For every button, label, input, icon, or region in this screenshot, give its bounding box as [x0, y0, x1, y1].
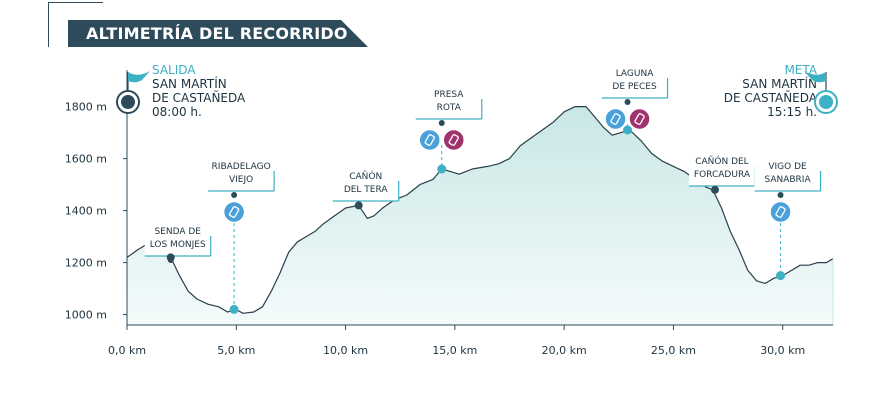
x-tick-label: 5,0 km	[217, 344, 255, 357]
y-tick-label: 1000 m	[65, 309, 107, 322]
finish-flag-icon	[804, 71, 838, 114]
waypoint-marker	[437, 164, 447, 174]
x-tick-label: 20,0 km	[542, 344, 587, 357]
start-info: SALIDA SAN MARTÍN DE CASTAÑEDA 08:00 h.	[152, 63, 245, 119]
waypoint-name-line2: SANABRIA	[764, 175, 811, 185]
waypoint-3: PRESA ROTA	[415, 85, 483, 174]
start-place-line2: DE CASTAÑEDA	[152, 91, 246, 105]
waypoint-4: LAGUNA DE PECES	[601, 64, 669, 135]
waypoint-label-bg	[144, 222, 211, 256]
food-station-glyph	[424, 134, 435, 146]
waypoint-label-bg	[332, 167, 399, 201]
x-tick-label: 10,0 km	[323, 344, 368, 357]
waypoint-anchor-dot	[438, 120, 445, 126]
waypoint-name-line2: FORCADURA	[694, 170, 751, 180]
start-time: 08:00 h.	[152, 105, 202, 119]
waypoint-anchor-dot	[624, 99, 631, 105]
waypoint-label-bg	[601, 64, 668, 98]
elevation-area	[127, 106, 833, 325]
food-station-icon	[222, 200, 246, 224]
waypoint-label-bg	[688, 152, 755, 186]
waypoint-marker	[710, 185, 719, 194]
food-station-glyph	[775, 206, 786, 218]
waypoint-name-line1: SENDA DE	[154, 227, 201, 237]
waypoint-anchor-dot	[777, 192, 784, 198]
waypoint-name-line1: RIBADELAGO	[212, 162, 271, 172]
waypoint-marker	[354, 201, 363, 210]
waypoint-name-line1: CAÑÓN	[349, 170, 382, 182]
food-station-icon	[769, 200, 792, 224]
waypoint-name-line1: PRESA	[434, 90, 464, 100]
start-place-line1: SAN MARTÍN	[152, 77, 227, 91]
waypoint-name-line1: LAGUNA	[616, 69, 655, 79]
waypoint-name-line2: DEL TERA	[344, 185, 389, 195]
waypoint-0: SENDA DE LOS MONJES	[144, 222, 212, 263]
waypoint-name-line1: CAÑÓN DEL	[695, 155, 748, 167]
y-tick-label: 1800 m	[65, 101, 107, 114]
finish-flag-icon-banner	[804, 71, 826, 83]
waypoint-marker	[229, 304, 239, 314]
finish-place-line1: SAN MARTÍN	[742, 77, 817, 91]
start-flag-icon	[116, 71, 150, 114]
waypoint-label-bg	[208, 157, 275, 191]
waypoint-name-line2: VIEJO	[229, 175, 253, 185]
waypoint-name-line2: LOS MONJES	[150, 240, 206, 250]
waypoint-label-bg	[754, 157, 821, 191]
waypoint-name-line1: VIGO DE	[768, 162, 807, 172]
waypoint-5: CAÑÓN DEL FORCADURA	[688, 152, 756, 194]
food-station-icon	[418, 128, 441, 152]
drink-station-icon	[628, 107, 651, 131]
waypoint-anchor-dot	[231, 192, 238, 198]
waypoint-label-bg	[415, 85, 482, 119]
finish-flag-icon-dot	[819, 95, 833, 109]
drink-station-glyph	[634, 113, 645, 125]
x-tick-label: 25,0 km	[651, 344, 696, 357]
start-flag-icon-banner	[128, 71, 150, 83]
food-station-glyph	[610, 113, 621, 125]
waypoint-name-line2: DE PECES	[612, 82, 657, 92]
finish-time: 15:15 h.	[767, 105, 817, 119]
waypoint-2: CAÑÓN DEL TERA	[332, 167, 400, 210]
waypoint-marker	[623, 125, 633, 135]
waypoint-marker	[776, 271, 786, 281]
waypoint-6: VIGO DE SANABRIA	[754, 157, 822, 281]
x-tick-label: 0,0 km	[108, 344, 146, 357]
y-tick-label: 1600 m	[65, 153, 107, 166]
food-station-icon	[604, 107, 627, 131]
finish-place-line2: DE CASTAÑEDA	[723, 91, 817, 105]
waypoint-1: RIBADELAGO VIEJO	[208, 157, 275, 314]
title-corner-frame	[48, 2, 103, 47]
y-tick-label: 1400 m	[65, 205, 107, 218]
waypoint-marker	[166, 253, 175, 262]
start-label: SALIDA	[152, 63, 196, 77]
start-flag-icon-dot	[121, 95, 135, 109]
chart-title: ALTIMETRÍA DEL RECORRIDO	[68, 20, 368, 47]
waypoint-name-line2: ROTA	[437, 103, 462, 113]
drink-station-glyph	[448, 134, 459, 146]
x-tick-label: 30,0 km	[760, 344, 805, 357]
drink-station-icon	[442, 128, 465, 152]
x-tick-label: 15,0 km	[432, 344, 477, 357]
food-station-glyph	[228, 206, 240, 218]
y-tick-label: 1200 m	[65, 257, 107, 270]
